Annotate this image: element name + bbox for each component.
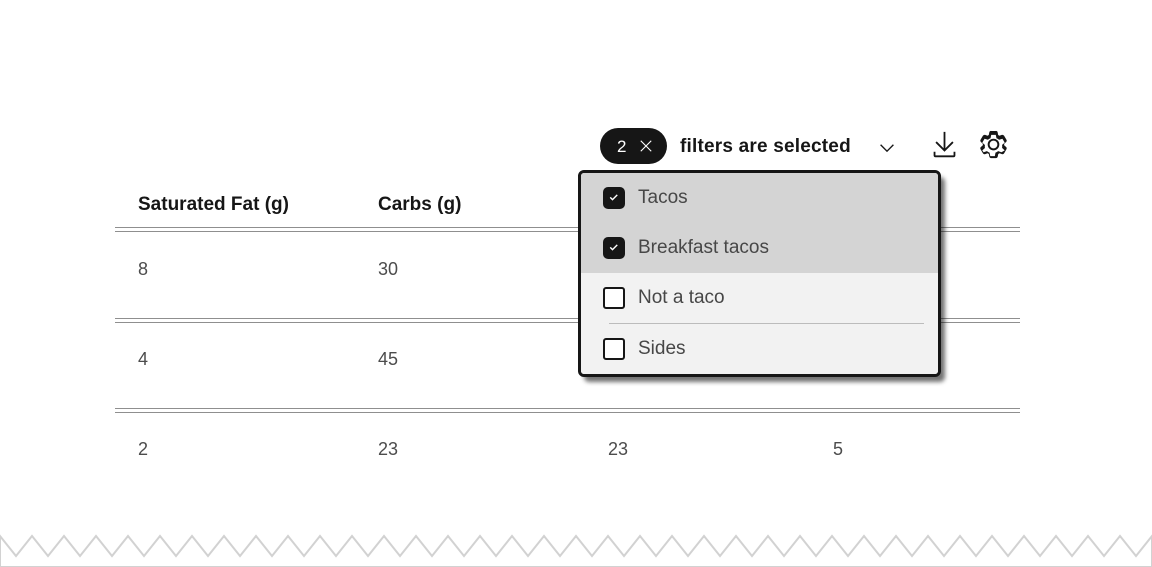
menu-item-tacos[interactable]: Tacos xyxy=(581,173,938,223)
table-cell: 30 xyxy=(378,259,399,279)
menu-item-label: Not a taco xyxy=(638,287,725,308)
menu-divider xyxy=(609,323,924,324)
table-header-row: Saturated Fat (g) Carbs (g) xyxy=(115,190,1020,220)
table-row: 8 30 xyxy=(115,254,1020,284)
gear-icon[interactable] xyxy=(978,129,1009,160)
filter-count: 2 xyxy=(617,136,627,156)
menu-item-sides[interactable]: Sides xyxy=(581,324,938,374)
checkbox-icon[interactable] xyxy=(603,237,625,259)
table-cell: 5 xyxy=(833,439,844,459)
column-header-saturated-fat: Saturated Fat (g) xyxy=(138,194,289,215)
table-cell: 4 xyxy=(138,349,149,369)
filter-count-tag[interactable]: 2 xyxy=(600,128,667,164)
column-header-carbs: Carbs (g) xyxy=(378,194,462,215)
chevron-down-icon[interactable] xyxy=(876,137,898,159)
table-cell: 23 xyxy=(378,439,399,459)
checkbox-icon[interactable] xyxy=(603,187,625,209)
table-rule xyxy=(115,318,1020,323)
table-row: 4 45 xyxy=(115,344,1020,374)
table-row: 2 23 23 5 xyxy=(115,434,1020,464)
menu-item-label: Tacos xyxy=(638,187,688,208)
table-cell: 8 xyxy=(138,259,149,279)
filter-dropdown-menu: Tacos Breakfast tacos Not a taco Sides xyxy=(578,170,941,377)
table-cell: 45 xyxy=(378,349,399,369)
table-cell: 2 xyxy=(138,439,149,459)
menu-item-breakfast-tacos[interactable]: Breakfast tacos xyxy=(581,223,938,273)
menu-item-not-a-taco[interactable]: Not a taco xyxy=(581,273,938,323)
clear-filters-icon[interactable] xyxy=(637,137,655,155)
menu-item-label: Sides xyxy=(638,338,686,359)
torn-edge-zigzag xyxy=(0,534,1152,567)
checkbox-icon[interactable] xyxy=(603,287,625,309)
menu-item-label: Breakfast tacos xyxy=(638,237,769,258)
checkbox-icon[interactable] xyxy=(603,338,625,360)
table-rule xyxy=(115,227,1020,232)
filters-selected-label: filters are selected xyxy=(680,136,851,157)
table-rule xyxy=(115,408,1020,413)
table-cell: 23 xyxy=(608,439,629,459)
download-icon[interactable] xyxy=(930,130,959,159)
